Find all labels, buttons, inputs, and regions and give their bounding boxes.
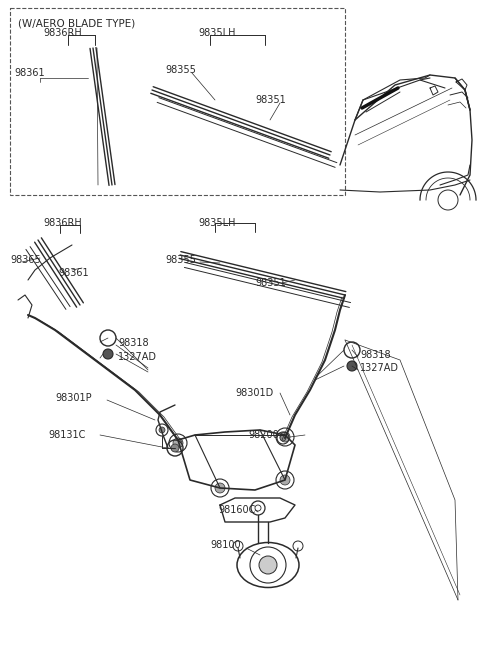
Circle shape bbox=[347, 361, 357, 371]
Text: 9836RH: 9836RH bbox=[43, 28, 82, 38]
Text: 98301D: 98301D bbox=[235, 388, 273, 398]
Text: 98100: 98100 bbox=[210, 540, 240, 550]
Text: 98351: 98351 bbox=[255, 278, 286, 288]
Text: 98131C: 98131C bbox=[48, 430, 85, 440]
Text: 98318: 98318 bbox=[118, 338, 149, 348]
Text: 98318: 98318 bbox=[360, 350, 391, 360]
Text: 98355: 98355 bbox=[165, 65, 196, 75]
Circle shape bbox=[171, 444, 179, 452]
Circle shape bbox=[159, 427, 165, 433]
Text: 98361: 98361 bbox=[14, 68, 45, 78]
Text: 98160C: 98160C bbox=[218, 505, 255, 515]
Circle shape bbox=[173, 438, 183, 448]
Text: 1327AD: 1327AD bbox=[118, 352, 157, 362]
Text: 9836RH: 9836RH bbox=[43, 218, 82, 228]
Text: 98200: 98200 bbox=[248, 430, 279, 440]
Text: 98361: 98361 bbox=[58, 268, 89, 278]
Text: 98301P: 98301P bbox=[55, 393, 92, 403]
Text: 98365: 98365 bbox=[10, 255, 41, 265]
Text: 98355: 98355 bbox=[165, 255, 196, 265]
Circle shape bbox=[280, 435, 286, 441]
Circle shape bbox=[215, 483, 225, 493]
Circle shape bbox=[280, 432, 290, 442]
Text: 9835LH: 9835LH bbox=[198, 218, 236, 228]
Text: 98351: 98351 bbox=[255, 95, 286, 105]
Text: 9835LH: 9835LH bbox=[198, 28, 236, 38]
Circle shape bbox=[259, 556, 277, 574]
Circle shape bbox=[280, 475, 290, 485]
Circle shape bbox=[103, 349, 113, 359]
Text: (W/AERO BLADE TYPE): (W/AERO BLADE TYPE) bbox=[18, 18, 135, 28]
Text: 1327AD: 1327AD bbox=[360, 363, 399, 373]
